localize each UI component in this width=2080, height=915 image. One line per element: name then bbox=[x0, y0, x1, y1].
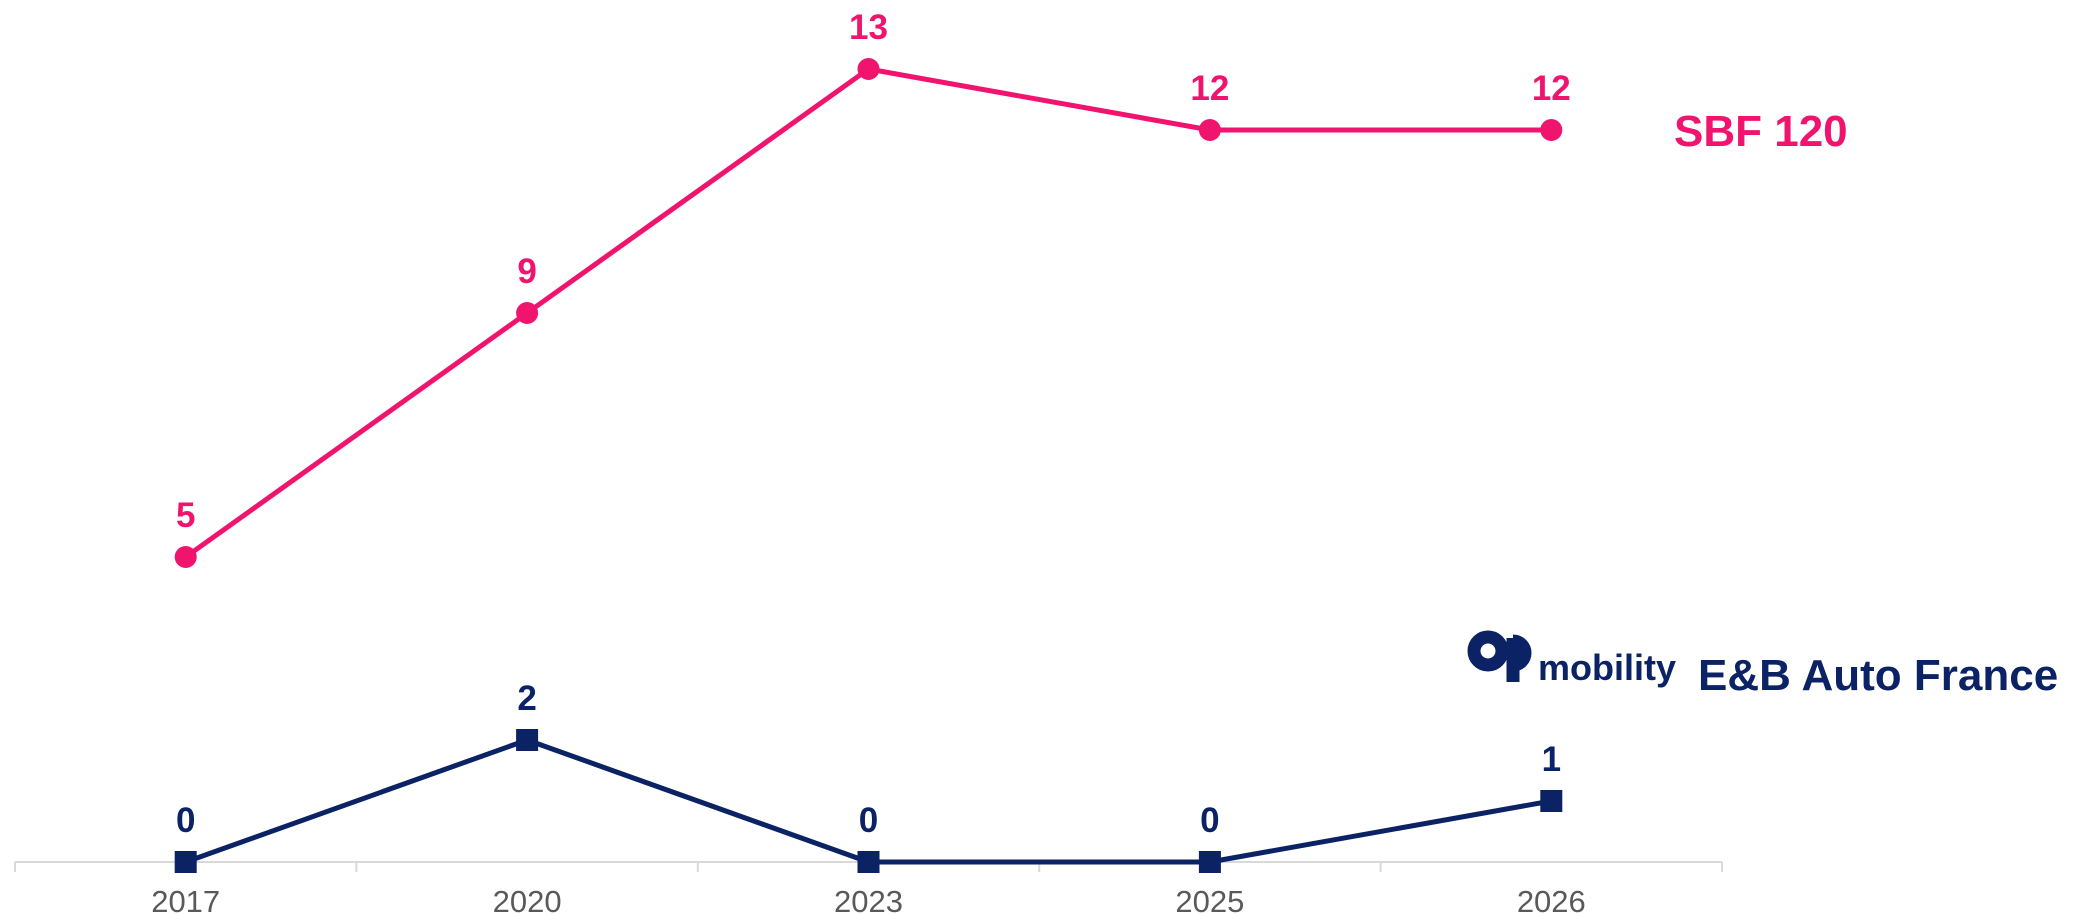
data-point bbox=[857, 851, 880, 873]
data-label: 0 bbox=[176, 801, 195, 840]
x-tick-label: 2023 bbox=[834, 884, 903, 915]
series-line bbox=[184, 66, 1552, 560]
data-point bbox=[174, 546, 197, 568]
data-point bbox=[1540, 119, 1563, 141]
data-point bbox=[1198, 119, 1221, 141]
data-label: 9 bbox=[517, 252, 536, 291]
data-label: 12 bbox=[1532, 69, 1571, 108]
data-point bbox=[1198, 851, 1221, 873]
logo-wordmark: mobility bbox=[1538, 647, 1676, 688]
data-point bbox=[516, 302, 539, 324]
data-label: 2 bbox=[517, 679, 536, 718]
x-tick-label: 2020 bbox=[493, 884, 562, 915]
data-label: 12 bbox=[1190, 69, 1229, 108]
x-axis: 2017 2020 2023 2025 2026 bbox=[14, 861, 1723, 915]
legend-eb-auto-france: mobility E&B Auto France bbox=[1467, 630, 2058, 700]
series-sbf-120: 5 9 13 12 12 bbox=[174, 8, 1571, 568]
series-label-sbf-120: SBF 120 bbox=[1674, 107, 1848, 156]
data-point bbox=[174, 851, 197, 873]
x-tick-label: 2026 bbox=[1517, 884, 1586, 915]
data-label: 0 bbox=[1200, 801, 1219, 840]
series-eb-auto-france: 0 2 0 0 1 bbox=[174, 679, 1563, 873]
data-label: 5 bbox=[176, 496, 195, 535]
logo-p-bowl bbox=[1512, 634, 1532, 672]
series-name-sbf-120: SBF 120 bbox=[1674, 107, 1848, 156]
x-tick-label: 2017 bbox=[151, 884, 220, 915]
data-label: 13 bbox=[849, 8, 888, 47]
data-label: 0 bbox=[859, 801, 878, 840]
x-tick-label: 2025 bbox=[1175, 884, 1244, 915]
data-point bbox=[516, 729, 539, 751]
series-layer: 5 9 13 12 12 0 2 0 0 1 bbox=[174, 8, 1571, 873]
data-point bbox=[857, 58, 880, 80]
data-label: 1 bbox=[1542, 740, 1561, 779]
logo-o-ring bbox=[1467, 630, 1509, 672]
op-mobility-logo: mobility bbox=[1467, 630, 1676, 688]
series-label-eb-auto-france: E&B Auto France bbox=[1698, 651, 2058, 700]
data-point bbox=[1540, 790, 1563, 812]
